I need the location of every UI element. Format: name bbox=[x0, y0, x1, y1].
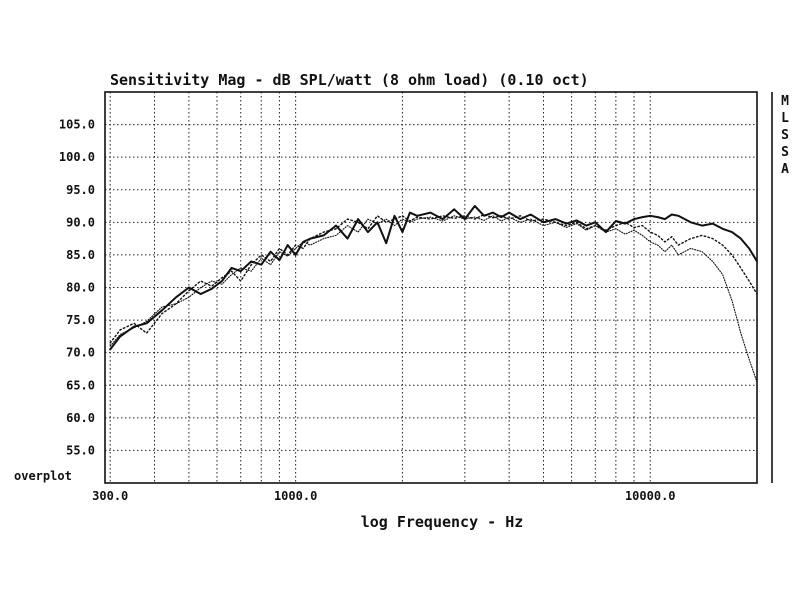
side-label-letter: S bbox=[781, 128, 789, 143]
y-tick-label: 65.0 bbox=[66, 378, 95, 392]
x-tick-label: 10000.0 bbox=[625, 489, 676, 503]
overplot-label: overplot bbox=[14, 469, 72, 483]
y-tick-label: 75.0 bbox=[66, 313, 95, 327]
side-label-letter: S bbox=[781, 145, 789, 160]
y-tick-label: 90.0 bbox=[66, 215, 95, 229]
side-label-letter: A bbox=[781, 162, 789, 177]
series-line-1 bbox=[109, 205, 758, 351]
y-tick-labels: 105.0 100.0 95.0 90.0 85.0 80.0 75.0 70.0 65.0 60… bbox=[59, 118, 95, 458]
grid-lines bbox=[105, 92, 758, 483]
series-line-3 bbox=[109, 215, 758, 383]
series-line-2 bbox=[109, 213, 758, 344]
x-tick-labels: 300.0 1000.0 10000.0 bbox=[92, 489, 675, 503]
y-tick-label: 100.0 bbox=[59, 150, 95, 164]
plot-frame bbox=[104, 91, 758, 484]
y-tick-label: 80.0 bbox=[66, 281, 95, 295]
y-tick-label: 95.0 bbox=[66, 183, 95, 197]
x-tick-label: 300.0 bbox=[92, 489, 128, 503]
x-axis-label: log Frequency - Hz bbox=[361, 513, 524, 531]
y-tick-label: 55.0 bbox=[66, 443, 95, 457]
y-tick-label: 70.0 bbox=[66, 346, 95, 360]
side-label-letter: M bbox=[781, 94, 789, 109]
chart-title: Sensitivity Mag - dB SPL/watt (8 ohm loa… bbox=[110, 71, 589, 89]
series-group bbox=[109, 205, 758, 383]
y-tick-label: 60.0 bbox=[66, 411, 95, 425]
y-tick-label: 105.0 bbox=[59, 118, 95, 132]
x-tick-label: 1000.0 bbox=[274, 489, 317, 503]
side-label-letter: L bbox=[781, 111, 789, 126]
y-tick-label: 85.0 bbox=[66, 248, 95, 262]
